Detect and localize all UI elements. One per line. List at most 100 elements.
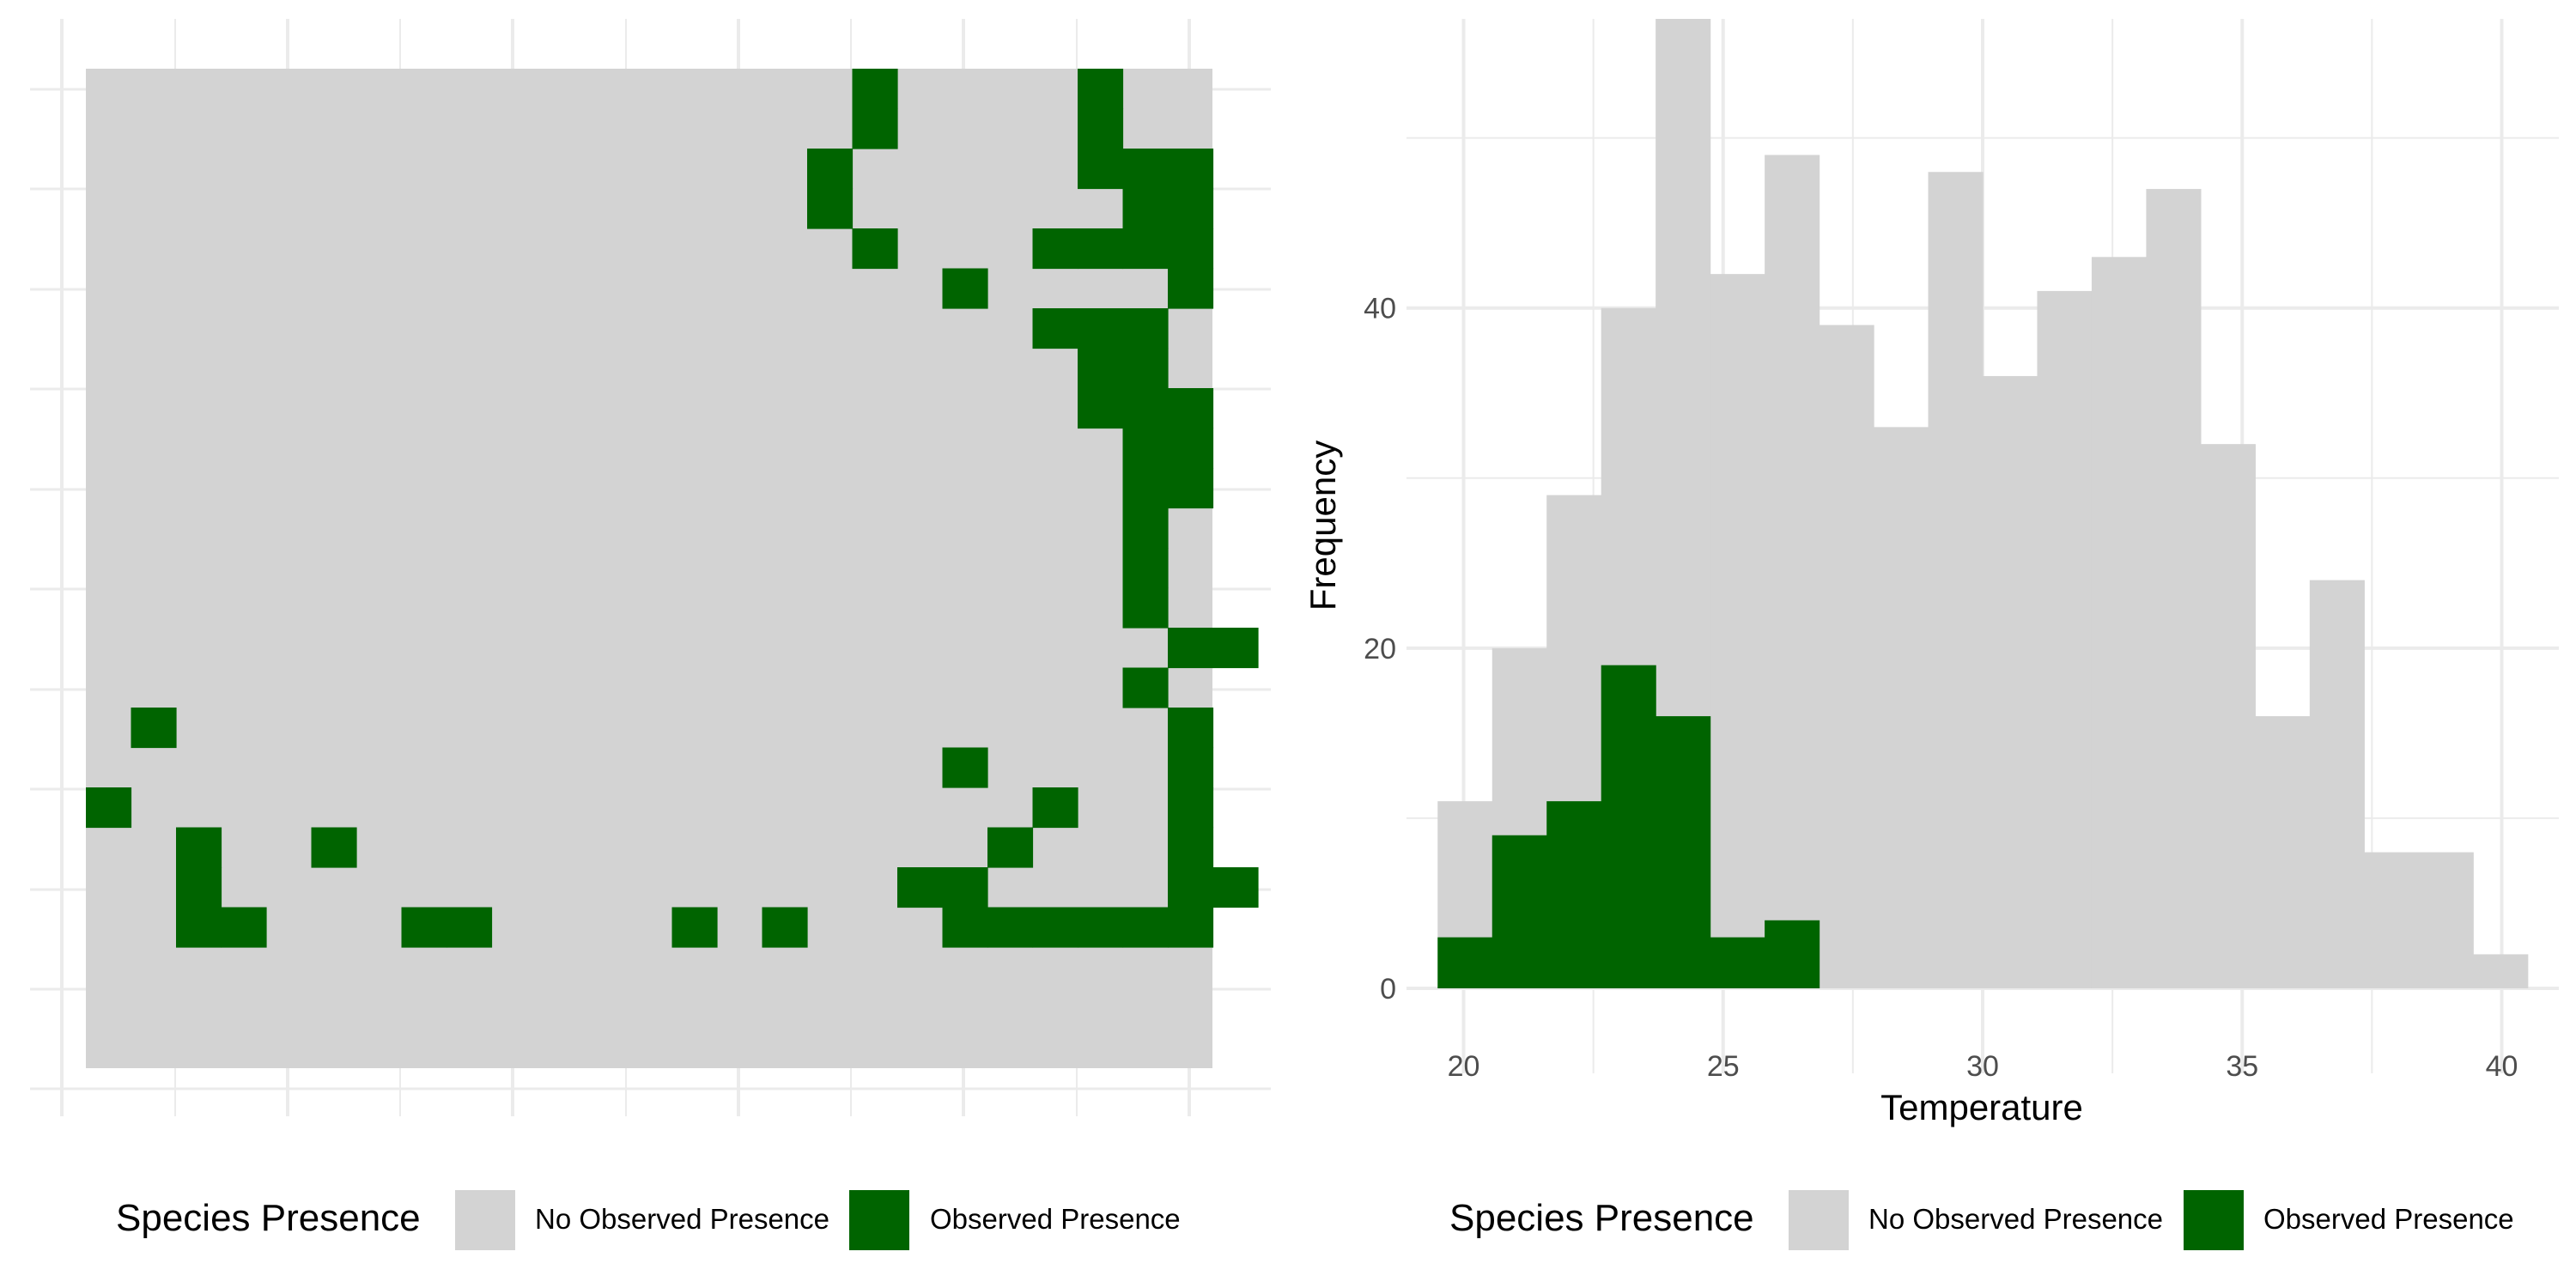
histogram-bar-no-presence [2255, 716, 2311, 988]
histogram-bar-no-presence [2364, 852, 2420, 988]
legend-title: Species Presence [116, 1197, 421, 1239]
presence-cell [1078, 388, 1124, 429]
presence-cell [1122, 149, 1169, 190]
histogram-bar-presence [1710, 937, 1765, 988]
presence-cell [807, 188, 854, 229]
presence-cell [942, 867, 988, 908]
legend-label-no-presence: No Observed Presence [535, 1203, 829, 1235]
presence-cell [1212, 628, 1259, 669]
presence-cell [1168, 708, 1214, 749]
presence-cell [1122, 548, 1169, 589]
x-tick-label: 30 [1966, 1050, 1999, 1083]
y-tick-label: 40 [1364, 293, 1396, 325]
presence-cell [1032, 228, 1078, 270]
presence-cell [987, 827, 1034, 868]
histogram-bar-no-presence [1819, 325, 1874, 988]
legend-swatch-presence [849, 1190, 909, 1250]
presence-cell [221, 907, 267, 948]
presence-cell [176, 827, 222, 868]
presence-cell [762, 907, 808, 948]
legend-left: Species Presence No Observed Presence Ob… [116, 1190, 1181, 1250]
presence-cell [1168, 747, 1214, 788]
legend-swatch-presence [2184, 1190, 2244, 1250]
presence-cell [1122, 507, 1169, 549]
x-axis-label: Temperature [1880, 1087, 2083, 1127]
presence-cell [1122, 667, 1169, 708]
presence-cell [942, 907, 988, 948]
presence-cell [1032, 907, 1078, 948]
presence-cell [671, 907, 718, 948]
legend-label-presence: Observed Presence [930, 1203, 1181, 1235]
presence-cell [1078, 69, 1124, 110]
presence-cell [852, 228, 898, 270]
presence-cell [1168, 867, 1214, 908]
presence-cell [1122, 587, 1169, 629]
presence-cell [1168, 907, 1214, 948]
presence-cell [1168, 468, 1214, 509]
histogram-bar-no-presence [2146, 189, 2202, 988]
histogram-bar-no-presence [2309, 580, 2365, 988]
legend-swatch-no-presence [455, 1190, 515, 1250]
y-tick-label: 0 [1380, 973, 1396, 1005]
histogram-bar-presence [1601, 665, 1656, 988]
presence-cell [1078, 907, 1124, 948]
presence-cell [1078, 108, 1124, 149]
histogram-bar-no-presence [1874, 427, 1929, 988]
legend-label-presence: Observed Presence [2263, 1203, 2514, 1235]
x-tick-label: 35 [2226, 1050, 2258, 1083]
legend-label-no-presence: No Observed Presence [1868, 1203, 2163, 1235]
presence-heatmap [30, 19, 1271, 1116]
presence-cell [447, 907, 493, 948]
presence-cell [1212, 867, 1259, 908]
histogram-bar-no-presence [2091, 257, 2148, 989]
legend-swatch-no-presence [1789, 1190, 1849, 1250]
presence-cell [1168, 628, 1214, 669]
presence-cell [1078, 348, 1124, 389]
presence-cell [176, 907, 222, 948]
presence-cell [1168, 188, 1214, 229]
presence-cell [1168, 228, 1214, 270]
presence-cell [852, 69, 898, 110]
heatmap-presence-cells [86, 69, 1259, 948]
histogram-bar-no-presence [2418, 852, 2474, 988]
presence-cell [1122, 428, 1169, 469]
legend-right: Species Presence No Observed Presence Ob… [1449, 1190, 2514, 1250]
presence-cell [1168, 827, 1214, 868]
presence-cell [86, 787, 132, 829]
histogram-bar-presence [1492, 835, 1547, 988]
histogram-bar-presence [1656, 716, 1711, 988]
heatmap-background [86, 69, 1212, 1068]
presence-cell [1078, 149, 1124, 190]
presence-cell [311, 827, 357, 868]
presence-cell [176, 867, 222, 908]
x-tick-label: 25 [1707, 1050, 1740, 1083]
histogram-series-presence [1437, 665, 1820, 988]
legend-title: Species Presence [1449, 1197, 1754, 1239]
presence-cell [987, 907, 1034, 948]
presence-cell [1122, 308, 1169, 349]
histogram-bar-presence [1437, 937, 1493, 988]
histogram-bar-presence [1546, 801, 1602, 988]
histogram-bar-no-presence [1928, 172, 1984, 988]
x-tick-label: 40 [2486, 1050, 2518, 1083]
presence-cell [1168, 787, 1214, 829]
temperature-histogram: 20 25 30 35 40 0 20 40 Temperature Frequency [1303, 19, 2559, 1127]
presence-cell [1122, 468, 1169, 509]
histogram-bar-no-presence [2037, 290, 2093, 988]
presence-cell [1122, 348, 1169, 389]
presence-cell [1122, 188, 1169, 229]
histogram-bar-no-presence [2473, 954, 2529, 988]
presence-cell [1122, 228, 1169, 270]
presence-cell [131, 708, 177, 749]
presence-cell [942, 268, 988, 309]
presence-cell [1168, 149, 1214, 190]
histogram-bar-no-presence [1710, 274, 1765, 989]
presence-cell [1168, 428, 1214, 469]
presence-cell [1122, 907, 1169, 948]
histogram-bar-presence [1765, 920, 1820, 988]
presence-cell [942, 747, 988, 788]
y-tick-label: 20 [1364, 633, 1396, 665]
histogram-bar-no-presence [1983, 375, 2038, 988]
y-axis-label: Frequency [1303, 440, 1343, 611]
